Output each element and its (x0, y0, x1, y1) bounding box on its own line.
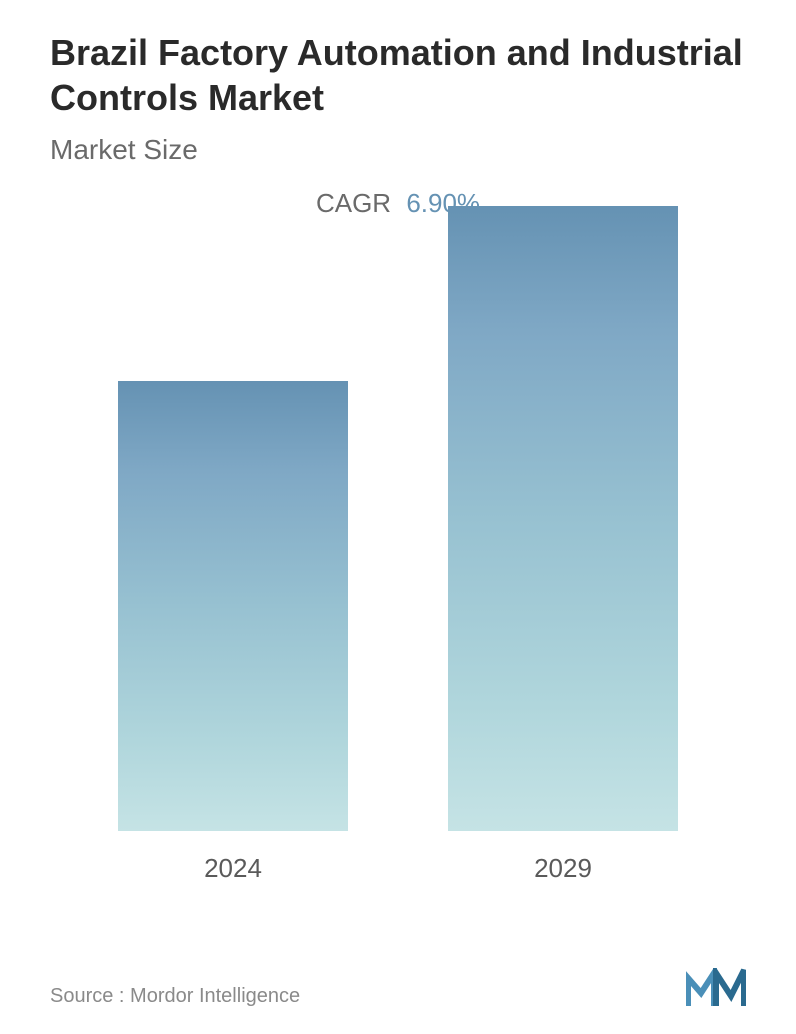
chart-title: Brazil Factory Automation and Industrial… (50, 30, 746, 120)
chart-subtitle: Market Size (50, 134, 746, 166)
chart-footer: Source : Mordor Intelligence (50, 968, 746, 1008)
bar-group: 2029 (448, 206, 678, 884)
source-attribution: Source : Mordor Intelligence (50, 985, 300, 1008)
bar-chart: 2024 2029 (50, 244, 746, 884)
cagr-label: CAGR (316, 188, 391, 218)
mordor-logo-icon (686, 968, 746, 1008)
bar-label: 2024 (204, 853, 262, 884)
bar-group: 2024 (118, 381, 348, 884)
bar-label: 2029 (534, 853, 592, 884)
bar-2024 (118, 381, 348, 831)
bar-2029 (448, 206, 678, 831)
